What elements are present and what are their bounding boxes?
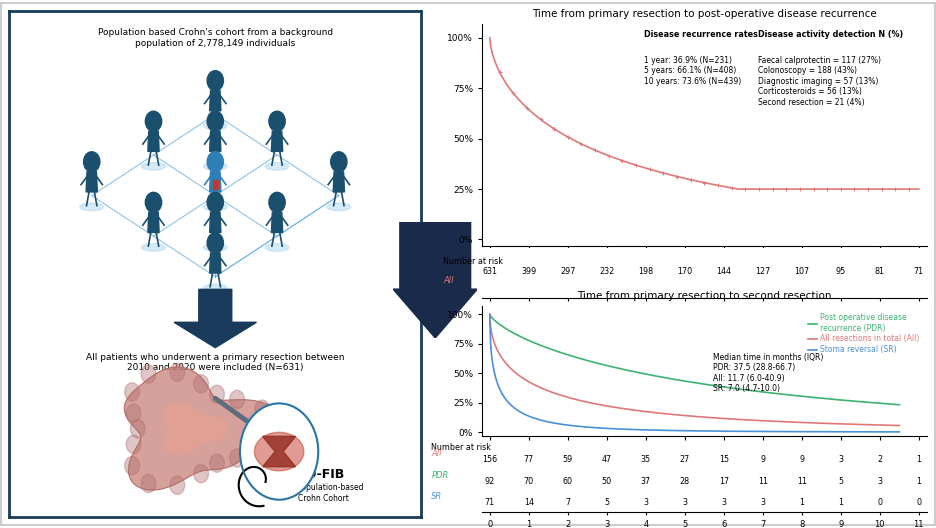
Text: 1: 1 xyxy=(916,476,921,486)
Text: Number at risk: Number at risk xyxy=(431,443,491,452)
Text: 17: 17 xyxy=(719,476,729,486)
Title: Time from primary resection to post-operative disease recurrence: Time from primary resection to post-oper… xyxy=(532,9,877,19)
Text: 170: 170 xyxy=(678,267,693,276)
Polygon shape xyxy=(255,432,304,471)
Polygon shape xyxy=(165,403,227,454)
Polygon shape xyxy=(210,91,221,111)
Circle shape xyxy=(240,403,318,499)
Polygon shape xyxy=(174,289,256,347)
Text: All: All xyxy=(443,276,454,285)
Circle shape xyxy=(145,192,162,212)
Ellipse shape xyxy=(203,122,227,129)
X-axis label: Time (years): Time (years) xyxy=(674,269,735,279)
Polygon shape xyxy=(148,131,159,152)
Text: 156: 156 xyxy=(482,455,497,464)
Text: 1: 1 xyxy=(799,498,804,507)
Text: 1: 1 xyxy=(839,498,843,507)
Text: Disease activity detection N (%): Disease activity detection N (%) xyxy=(758,31,903,40)
Ellipse shape xyxy=(327,203,351,211)
Ellipse shape xyxy=(203,163,227,170)
Circle shape xyxy=(255,400,270,418)
Text: CD-FIB: CD-FIB xyxy=(298,468,344,481)
Text: 297: 297 xyxy=(560,267,576,276)
Text: 27: 27 xyxy=(680,455,690,464)
Text: 70: 70 xyxy=(524,476,534,486)
Ellipse shape xyxy=(80,203,104,211)
Text: 71: 71 xyxy=(914,267,924,276)
Text: 47: 47 xyxy=(602,455,612,464)
Text: 11: 11 xyxy=(758,476,768,486)
Ellipse shape xyxy=(203,284,227,292)
Polygon shape xyxy=(263,436,296,467)
Text: PDR: PDR xyxy=(431,471,448,480)
Polygon shape xyxy=(333,172,344,192)
Polygon shape xyxy=(210,212,221,232)
Circle shape xyxy=(210,454,225,472)
Text: 14: 14 xyxy=(524,498,534,507)
Polygon shape xyxy=(393,222,477,338)
Text: Population-based
Crohn Cohort: Population-based Crohn Cohort xyxy=(298,484,364,503)
Circle shape xyxy=(207,111,224,131)
Text: All patients who underwent a primary resection between
2010 and 2020 were includ: All patients who underwent a primary res… xyxy=(86,353,344,372)
Polygon shape xyxy=(210,172,221,192)
Polygon shape xyxy=(210,131,221,152)
Text: Number at risk: Number at risk xyxy=(443,257,503,266)
Text: 198: 198 xyxy=(638,267,653,276)
Text: 144: 144 xyxy=(716,267,731,276)
Text: 7: 7 xyxy=(565,498,570,507)
Text: SR: SR xyxy=(431,492,443,501)
Ellipse shape xyxy=(265,243,289,251)
Text: 3: 3 xyxy=(760,498,766,507)
Text: 399: 399 xyxy=(521,267,536,276)
Text: 127: 127 xyxy=(755,267,770,276)
Text: Median time in months (IQR)
PDR: 37.5 (28.8-66.7)
All: 11.7 (6.0-40.9)
SR: 7.0 (: Median time in months (IQR) PDR: 37.5 (2… xyxy=(713,353,824,393)
Polygon shape xyxy=(148,212,159,232)
Circle shape xyxy=(126,435,141,454)
Bar xyxy=(212,180,218,188)
Circle shape xyxy=(141,474,156,493)
Circle shape xyxy=(229,449,244,467)
Text: 50: 50 xyxy=(602,476,612,486)
Text: 5: 5 xyxy=(605,498,609,507)
Text: 5: 5 xyxy=(839,476,843,486)
Polygon shape xyxy=(124,367,280,490)
Text: 15: 15 xyxy=(719,455,729,464)
Circle shape xyxy=(207,233,224,253)
Text: 232: 232 xyxy=(599,267,614,276)
Text: 1 year: 36.9% (N=231)
5 years: 66.1% (N=408)
10 years: 73.6% (N=439): 1 year: 36.9% (N=231) 5 years: 66.1% (N=… xyxy=(644,56,741,86)
Circle shape xyxy=(255,439,270,457)
Text: 71: 71 xyxy=(485,498,495,507)
Text: 92: 92 xyxy=(485,476,495,486)
Polygon shape xyxy=(210,253,221,273)
Text: 2: 2 xyxy=(877,455,883,464)
Text: 3: 3 xyxy=(643,498,649,507)
Text: 11: 11 xyxy=(797,476,807,486)
Text: Faecal calprotectin = 117 (27%)
Colonoscopy = 188 (43%)
Diagnostic imaging = 57 : Faecal calprotectin = 117 (27%) Colonosc… xyxy=(758,56,881,107)
Text: 37: 37 xyxy=(641,476,651,486)
Circle shape xyxy=(126,404,141,422)
Text: 59: 59 xyxy=(563,455,573,464)
Text: 77: 77 xyxy=(524,455,534,464)
Circle shape xyxy=(207,152,224,172)
Text: 0: 0 xyxy=(877,498,883,507)
Circle shape xyxy=(170,476,184,494)
Text: 107: 107 xyxy=(795,267,810,276)
Circle shape xyxy=(210,385,225,403)
Text: 3: 3 xyxy=(839,455,843,464)
Ellipse shape xyxy=(141,243,166,251)
Circle shape xyxy=(194,375,209,393)
Title: Time from primary resection to second resection: Time from primary resection to second re… xyxy=(578,291,831,301)
Text: 28: 28 xyxy=(680,476,690,486)
X-axis label: Time (Years): Time (Years) xyxy=(674,459,735,469)
Circle shape xyxy=(207,71,224,91)
Circle shape xyxy=(194,465,209,483)
Text: Disease recurrence rates: Disease recurrence rates xyxy=(644,31,758,40)
Text: 9: 9 xyxy=(799,455,804,464)
Text: 9: 9 xyxy=(760,455,766,464)
Circle shape xyxy=(207,192,224,212)
Circle shape xyxy=(229,390,244,409)
Circle shape xyxy=(269,192,285,212)
Text: 3: 3 xyxy=(682,498,687,507)
Circle shape xyxy=(145,111,162,131)
Text: 60: 60 xyxy=(563,476,573,486)
